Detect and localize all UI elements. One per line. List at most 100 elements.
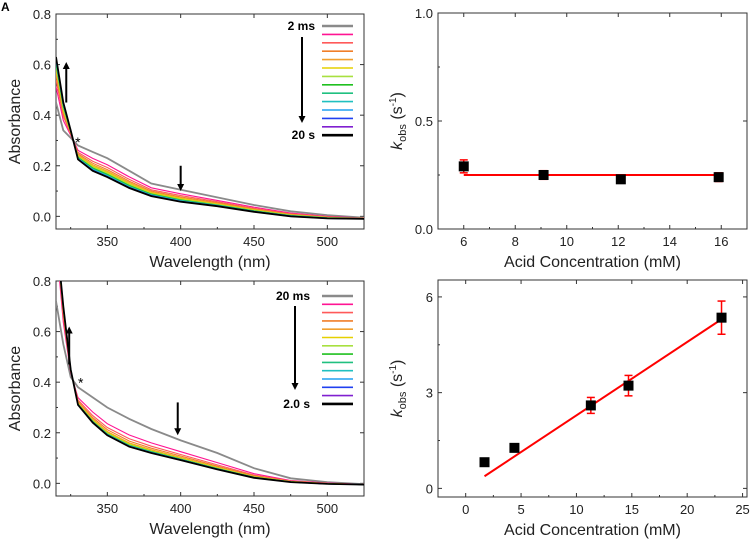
- y-label-sup: -1: [388, 365, 399, 374]
- plot-area: [458, 159, 724, 185]
- spectrum-trace-10: [56, 59, 364, 220]
- x-axis-title: Acid Concentration (mM): [504, 254, 681, 271]
- x-tick-label: 450: [243, 234, 265, 249]
- chart-panel-c: 350 400 450 500 0.0 0.2 0.4 0.6 0.8 Wavelength (n…: [7, 274, 365, 538]
- y-label-end: ): [389, 360, 406, 365]
- chart-panel-a: 350 400 450 500 0.0 0.2 0.4 0.6 0.8 Wavelength (n…: [7, 7, 365, 271]
- legend-first-label: 2 ms: [288, 19, 316, 33]
- legend-time-arrow-icon-head: [298, 116, 306, 123]
- y-tick-label: 0: [426, 481, 433, 496]
- chart-panel-b: 6 8 10 12 14 16 0.0 0.5 1.0 Acid Concentration (m…: [388, 6, 748, 271]
- y-tick-label: 1.0: [415, 6, 433, 21]
- x-tick-label: 10: [569, 502, 583, 517]
- x-tick-label: 400: [170, 234, 192, 249]
- y-label-k: k: [389, 408, 406, 417]
- spectrum-trace-3: [56, 75, 364, 219]
- spectrum-trace-1: [59, 281, 364, 485]
- y-label-end: ): [389, 92, 406, 97]
- panel-label: A: [1, 0, 10, 14]
- spectrum-trace-11: [56, 58, 364, 220]
- data-point-3: [713, 172, 724, 183]
- y-tick-label: 0.2: [33, 159, 51, 174]
- increase-arrow-icon-head: [62, 62, 70, 70]
- x-tick-label: 400: [170, 501, 192, 516]
- x-tick-label: 16: [714, 234, 728, 249]
- spectrum-trace-0: [56, 102, 364, 219]
- spectrum-trace-13: [59, 281, 364, 486]
- plot-frame: [437, 279, 748, 498]
- decrease-arrow-icon-head: [177, 184, 185, 192]
- y-tick-label: 0.4: [33, 375, 51, 390]
- y-label-sub: obs: [397, 124, 409, 142]
- plot-area: [479, 300, 727, 478]
- legend-last-label: 20 s: [292, 128, 316, 142]
- x-tick-label: 450: [243, 501, 265, 516]
- data-point-2: [585, 400, 596, 411]
- plot-area: [56, 56, 364, 220]
- chart-panel-d: 0 5 10 15 20 25 0 3 6 Acid Concentration (mM) kobs…: [388, 279, 750, 539]
- x-axis-title: Wavelength (nm): [149, 521, 270, 538]
- data-point-2: [615, 174, 626, 185]
- x-tick-label: 15: [625, 502, 639, 517]
- y-tick-label: 0.8: [33, 7, 51, 22]
- x-tick-label: 500: [316, 234, 338, 249]
- data-point-1: [538, 170, 549, 180]
- x-axis-title: Acid Concentration (mM): [504, 522, 681, 539]
- y-axis-title: kobs (s-1): [388, 360, 409, 418]
- x-tick-label: 8: [512, 234, 519, 249]
- y-tick-label: 6: [426, 290, 433, 305]
- x-tick-label: 20: [680, 502, 694, 517]
- x-tick-label: 350: [96, 234, 118, 249]
- y-label-unit: (s: [389, 374, 406, 392]
- y-axis-title: kobs (s-1): [388, 92, 409, 150]
- data-point-1: [509, 442, 520, 453]
- legend-time-arrow-icon-head: [291, 383, 299, 390]
- x-tick-label: 14: [663, 234, 677, 249]
- x-tick-label: 0: [462, 502, 469, 517]
- y-label-sub: obs: [397, 391, 409, 409]
- increase-arrow-icon-head: [65, 326, 73, 334]
- legend-first-label: 20 ms: [276, 289, 310, 303]
- x-tick-label: 12: [611, 234, 625, 249]
- x-tick-label: 5: [517, 502, 524, 517]
- data-point-0: [479, 457, 490, 468]
- x-tick-label: 500: [316, 501, 338, 516]
- spectrum-trace-12: [56, 57, 364, 220]
- y-tick-label: 0.6: [33, 58, 51, 73]
- fit-line: [483, 318, 723, 478]
- data-point-0: [458, 161, 469, 172]
- y-tick-label: 0.5: [415, 114, 433, 129]
- spectrum-trace-2: [56, 79, 364, 219]
- y-tick-label: 0.8: [33, 274, 51, 289]
- plot-frame: [55, 280, 365, 497]
- y-axis-title: Absorbance: [7, 79, 24, 164]
- y-tick-label: 3: [426, 386, 433, 401]
- spectrum-trace-13: [56, 56, 364, 220]
- x-axis-title: Wavelength (nm): [149, 254, 270, 271]
- data-point-3: [623, 380, 634, 391]
- x-tick-label: 10: [560, 234, 574, 249]
- y-tick-label: 0.6: [33, 325, 51, 340]
- y-tick-label: 0.0: [33, 209, 51, 224]
- y-label-unit: (s: [389, 106, 406, 124]
- x-tick-label: 6: [460, 234, 467, 249]
- y-label-k: k: [389, 141, 406, 150]
- decrease-arrow-icon-head: [174, 428, 182, 436]
- legend-last-label: 2.0 s: [283, 397, 310, 411]
- y-tick-label: 0.4: [33, 108, 51, 123]
- y-tick-label: 0.2: [33, 426, 51, 441]
- isosbestic-marker: *: [78, 375, 84, 391]
- spectrum-trace-0: [56, 301, 364, 485]
- y-tick-label: 0.0: [33, 476, 51, 491]
- y-axis-title: Absorbance: [7, 346, 24, 431]
- plot-frame: [437, 12, 748, 230]
- spectrum-trace-1: [56, 86, 364, 219]
- y-tick-label: 0.0: [415, 222, 433, 237]
- plot-frame: [55, 13, 365, 230]
- y-label-sup: -1: [388, 97, 399, 106]
- data-point-4: [716, 312, 727, 323]
- isosbestic-marker: *: [75, 134, 81, 150]
- x-tick-label: 350: [96, 501, 118, 516]
- x-tick-label: 25: [735, 502, 749, 517]
